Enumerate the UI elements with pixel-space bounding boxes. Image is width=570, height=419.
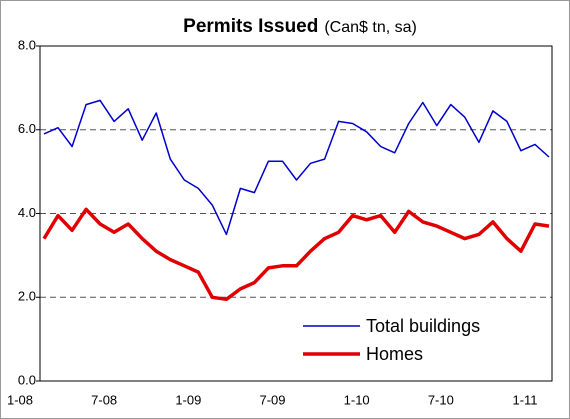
y-tick-label: 8.0 [18,37,36,52]
x-tick-label: 1-10 [344,392,370,407]
y-tick-label: 4.0 [18,205,36,220]
y-tick-label: 0.0 [18,372,36,387]
legend-label: Total buildings [366,316,480,336]
x-tick-label: 7-10 [428,392,454,407]
chart-title: Permits Issued [183,16,318,37]
x-tick-label: 7-09 [259,392,285,407]
chart-subtitle: (Can$ tn, sa) [324,19,416,36]
y-tick-label: 6.0 [18,121,36,136]
legend-label: Homes [366,344,423,364]
series-line [42,207,550,302]
plot-area [39,45,553,382]
series-line [43,99,550,236]
x-tick-label: 7-08 [91,392,117,407]
x-tick-label: 1-11 [512,392,537,407]
x-tick-label: 1-09 [175,392,201,407]
x-tick-label: 1-08 [7,392,33,407]
y-tick-label: 2.0 [18,289,36,304]
